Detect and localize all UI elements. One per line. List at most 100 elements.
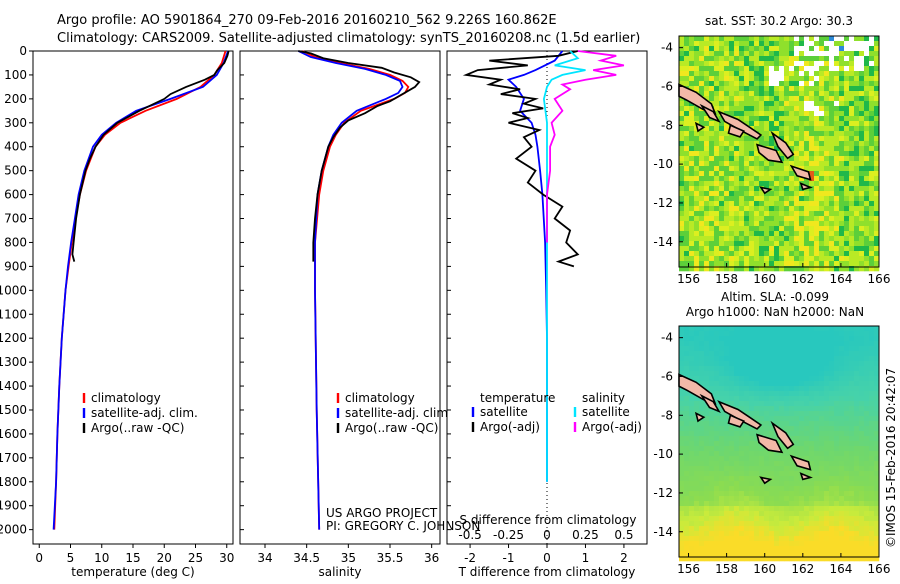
island-land <box>799 472 813 481</box>
heatmap-cell <box>814 121 820 127</box>
depth-tick-label: 800 <box>4 235 27 249</box>
heatmap-cell <box>739 191 745 197</box>
heatmap-cell <box>839 176 845 182</box>
heatmap-cell <box>749 136 755 142</box>
heatmap-cell <box>744 186 750 192</box>
heatmap-cell <box>799 521 805 527</box>
heatmap-cell <box>724 421 730 427</box>
heatmap-cell <box>739 76 745 82</box>
heatmap-cell <box>739 431 745 437</box>
heatmap-cell <box>719 156 725 162</box>
heatmap-cell <box>694 56 700 62</box>
heatmap-cell <box>844 506 850 512</box>
heatmap-cell <box>679 436 685 442</box>
heatmap-cell <box>699 441 705 447</box>
heatmap-cell <box>769 361 775 367</box>
heatmap-cell <box>709 226 715 232</box>
heatmap-cell <box>804 386 810 392</box>
heatmap-cell <box>839 466 845 472</box>
heatmap-cell <box>729 481 735 487</box>
heatmap-cell <box>799 441 805 447</box>
heatmap-cell <box>739 396 745 402</box>
heatmap-cell <box>824 536 830 542</box>
heatmap-cell <box>709 491 715 497</box>
heatmap-cell <box>834 46 840 52</box>
heatmap-cell <box>804 326 810 332</box>
heatmap-cell <box>834 36 840 42</box>
heatmap-cell <box>824 391 830 397</box>
heatmap-cell <box>719 491 725 497</box>
heatmap-cell <box>774 361 780 367</box>
heatmap-cell <box>759 91 765 97</box>
heatmap-cell <box>864 436 870 442</box>
heatmap-cell <box>804 446 810 452</box>
heatmap-cell <box>769 76 775 82</box>
heatmap-cell <box>819 156 825 162</box>
heatmap-cell <box>714 526 720 532</box>
heatmap-cell <box>784 101 790 107</box>
heatmap-cell <box>729 71 735 77</box>
heatmap-cell <box>829 441 835 447</box>
heatmap-cell <box>689 441 695 447</box>
heatmap-cell <box>829 346 835 352</box>
heatmap-cell <box>784 66 790 72</box>
heatmap-cell <box>804 41 810 47</box>
heatmap-cell <box>849 121 855 127</box>
heatmap-cell <box>799 251 805 257</box>
heatmap-cell <box>849 371 855 377</box>
heatmap-cell <box>864 496 870 502</box>
heatmap-cell <box>734 366 740 372</box>
heatmap-cell <box>859 431 865 437</box>
heatmap-cell <box>754 216 760 222</box>
heatmap-cell <box>854 206 860 212</box>
heatmap-cell <box>839 66 845 72</box>
island-land <box>789 164 812 181</box>
heatmap-cell <box>819 361 825 367</box>
heatmap-cell <box>854 231 860 237</box>
heatmap-cell <box>724 376 730 382</box>
heatmap-cell <box>719 531 725 537</box>
heatmap-cell <box>849 556 855 562</box>
heatmap-cell <box>804 56 810 62</box>
heatmap-cell <box>689 471 695 477</box>
heatmap-cell <box>794 201 800 207</box>
heatmap-cell <box>854 71 860 77</box>
heatmap-cell <box>724 336 730 342</box>
heatmap-cell <box>799 341 805 347</box>
heatmap-cell <box>849 406 855 412</box>
heatmap-cell <box>854 76 860 82</box>
heatmap-cell <box>774 51 780 57</box>
heatmap-cell <box>689 501 695 507</box>
heatmap-cell <box>849 136 855 142</box>
heatmap-cell <box>789 421 795 427</box>
heatmap-cell <box>839 366 845 372</box>
heatmap-cell <box>804 136 810 142</box>
heatmap-cell <box>709 71 715 77</box>
island-land <box>755 433 784 454</box>
heatmap-cell <box>729 226 735 232</box>
heatmap-cell <box>709 231 715 237</box>
heatmap-cell <box>764 506 770 512</box>
heatmap-cell <box>829 451 835 457</box>
heatmap-cell <box>859 166 865 172</box>
heatmap-cell <box>779 531 785 537</box>
heatmap-cell <box>869 536 875 542</box>
heatmap-cell <box>754 211 760 217</box>
heatmap-cell <box>724 156 730 162</box>
heatmap-cell <box>689 261 695 267</box>
heatmap-cell <box>824 111 830 117</box>
heatmap-cell <box>729 166 735 172</box>
heatmap-cell <box>704 161 710 167</box>
heatmap-cell <box>754 326 760 332</box>
heatmap-cell <box>869 226 875 232</box>
heatmap-cell <box>749 236 755 242</box>
heatmap-cell <box>684 466 690 472</box>
heatmap-cell <box>814 411 820 417</box>
heatmap-cell <box>829 446 835 452</box>
heatmap-cell <box>724 196 730 202</box>
heatmap-cell <box>864 516 870 522</box>
heatmap-cell <box>744 36 750 42</box>
heatmap-cell <box>714 146 720 152</box>
heatmap-cell <box>754 266 760 272</box>
heatmap-cell <box>814 446 820 452</box>
